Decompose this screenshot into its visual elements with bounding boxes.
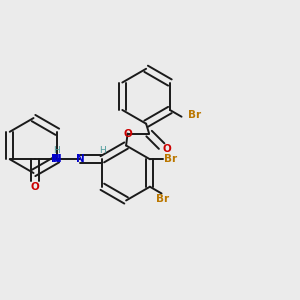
Text: O: O [123, 129, 132, 139]
Text: H: H [53, 146, 59, 155]
Text: H: H [99, 146, 106, 155]
Text: Br: Br [157, 194, 169, 204]
Text: N: N [53, 154, 62, 164]
Text: N: N [52, 154, 60, 164]
Text: N: N [76, 154, 84, 164]
Text: O: O [31, 182, 40, 192]
Text: Br: Br [164, 154, 177, 164]
Text: O: O [163, 144, 171, 154]
Text: Br: Br [188, 110, 201, 120]
